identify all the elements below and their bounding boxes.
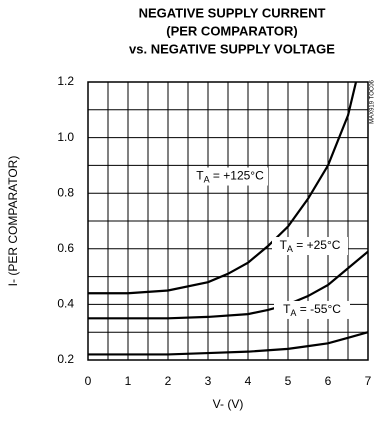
y-tick-label: 0.8 <box>57 185 74 199</box>
chart-title: (PER COMPARATOR) <box>166 23 297 38</box>
label-background <box>274 300 350 319</box>
x-tick-label: 3 <box>205 374 212 388</box>
chart-title: NEGATIVE SUPPLY CURRENT <box>139 5 326 20</box>
x-tick-label: 0 <box>85 374 92 388</box>
series-label-part: = -55°C <box>296 302 341 316</box>
x-tick-label: 2 <box>165 374 172 388</box>
y-axis-label: I- (PER COMPARATOR) <box>6 156 20 287</box>
series-label-part: = +125°C <box>210 169 265 183</box>
data-line <box>88 331 369 356</box>
series-label: TA = -55°C <box>283 302 341 318</box>
y-tick-label: 0.4 <box>57 297 74 311</box>
y-tick-label: 0.6 <box>57 241 74 255</box>
x-axis-label: V- (V) <box>213 397 244 411</box>
label-background <box>192 167 268 186</box>
x-tick-label: 6 <box>325 374 332 388</box>
series-label-part: A <box>287 244 293 254</box>
y-tick-label: 1.2 <box>57 74 74 88</box>
series-label-part: T <box>196 169 204 183</box>
x-tick-label: 1 <box>125 374 132 388</box>
label-background <box>272 237 348 256</box>
watermark: MAX919 TOC06 <box>370 79 376 123</box>
series-label-part: = +25°C <box>293 238 341 252</box>
series-label-part: A <box>204 175 210 185</box>
series-label-part: T <box>280 238 288 252</box>
series-label: TA = +125°C <box>196 169 264 185</box>
x-tick-label: 5 <box>285 374 292 388</box>
x-tick-label: 4 <box>245 374 252 388</box>
y-tick-label: 1.0 <box>57 130 74 144</box>
series-label: TA = +25°C <box>280 238 341 254</box>
y-tick-label: 0.2 <box>57 352 74 366</box>
data-line <box>88 81 358 295</box>
chart-title: vs. NEGATIVE SUPPLY VOLTAGE <box>129 41 335 56</box>
data-line <box>88 250 369 320</box>
series-label-part: A <box>290 308 296 318</box>
x-tick-label: 7 <box>365 374 372 388</box>
plot-frame <box>87 81 369 361</box>
series-label-part: T <box>283 302 291 316</box>
